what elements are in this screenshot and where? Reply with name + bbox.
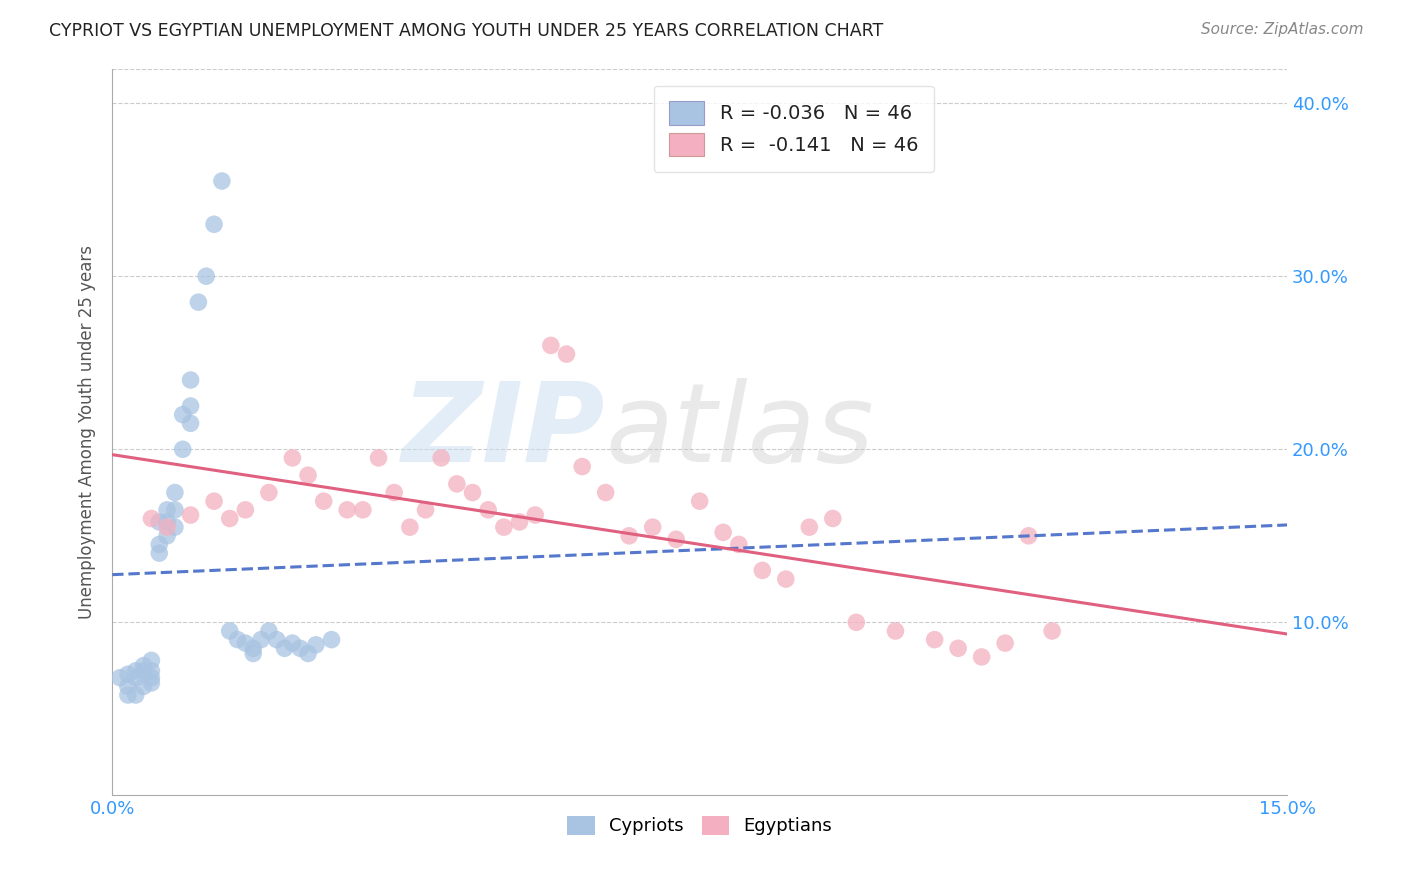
Text: ZIP: ZIP: [402, 378, 606, 485]
Point: [415, 503, 437, 517]
Point: [641, 520, 664, 534]
Text: atlas: atlas: [606, 378, 875, 485]
Point: [689, 494, 711, 508]
Point: [125, 688, 148, 702]
Point: [297, 647, 319, 661]
Point: [132, 664, 155, 678]
Point: [617, 529, 640, 543]
Point: [540, 338, 562, 352]
Point: [994, 636, 1017, 650]
Point: [799, 520, 821, 534]
Point: [775, 572, 797, 586]
Point: [180, 373, 202, 387]
Point: [172, 442, 194, 457]
Point: [117, 667, 139, 681]
Point: [163, 520, 186, 534]
Point: [250, 632, 273, 647]
Point: [172, 408, 194, 422]
Point: [195, 269, 218, 284]
Point: [148, 515, 170, 529]
Point: [187, 295, 209, 310]
Point: [430, 450, 453, 465]
Point: [492, 520, 515, 534]
Point: [595, 485, 617, 500]
Point: [117, 688, 139, 702]
Point: [845, 615, 868, 630]
Point: [156, 520, 179, 534]
Point: [711, 525, 734, 540]
Point: [242, 647, 264, 661]
Point: [571, 459, 593, 474]
Y-axis label: Unemployment Among Youth under 25 years: Unemployment Among Youth under 25 years: [79, 245, 96, 619]
Point: [163, 485, 186, 500]
Point: [218, 624, 240, 638]
Point: [141, 653, 163, 667]
Point: [257, 624, 280, 638]
Point: [727, 537, 749, 551]
Point: [1040, 624, 1063, 638]
Point: [132, 658, 155, 673]
Point: [180, 417, 202, 431]
Point: [281, 636, 304, 650]
Point: [281, 450, 304, 465]
Point: [946, 641, 969, 656]
Point: [125, 671, 148, 685]
Point: [148, 537, 170, 551]
Point: [235, 636, 257, 650]
Point: [970, 649, 993, 664]
Point: [148, 546, 170, 560]
Point: [555, 347, 578, 361]
Point: [141, 664, 163, 678]
Text: Source: ZipAtlas.com: Source: ZipAtlas.com: [1201, 22, 1364, 37]
Point: [141, 676, 163, 690]
Point: [461, 485, 484, 500]
Point: [257, 485, 280, 500]
Point: [477, 503, 499, 517]
Point: [211, 174, 233, 188]
Point: [321, 632, 343, 647]
Point: [524, 508, 547, 522]
Point: [156, 503, 179, 517]
Point: [117, 679, 139, 693]
Point: [235, 503, 257, 517]
Point: [821, 511, 844, 525]
Point: [336, 503, 359, 517]
Point: [399, 520, 422, 534]
Point: [352, 503, 374, 517]
Point: [180, 508, 202, 522]
Point: [446, 476, 468, 491]
Point: [266, 632, 288, 647]
Point: [665, 533, 688, 547]
Point: [242, 641, 264, 656]
Point: [884, 624, 907, 638]
Point: [202, 494, 225, 508]
Point: [509, 515, 531, 529]
Point: [297, 468, 319, 483]
Point: [202, 217, 225, 231]
Point: [141, 511, 163, 525]
Point: [305, 638, 328, 652]
Point: [180, 399, 202, 413]
Point: [163, 503, 186, 517]
Point: [367, 450, 389, 465]
Point: [132, 679, 155, 693]
Point: [1018, 529, 1040, 543]
Point: [125, 664, 148, 678]
Text: CYPRIOT VS EGYPTIAN UNEMPLOYMENT AMONG YOUTH UNDER 25 YEARS CORRELATION CHART: CYPRIOT VS EGYPTIAN UNEMPLOYMENT AMONG Y…: [49, 22, 883, 40]
Point: [108, 671, 131, 685]
Point: [290, 641, 312, 656]
Point: [226, 632, 249, 647]
Point: [273, 641, 295, 656]
Point: [312, 494, 335, 508]
Point: [156, 515, 179, 529]
Point: [218, 511, 240, 525]
Point: [751, 563, 773, 577]
Legend: Cypriots, Egyptians: Cypriots, Egyptians: [558, 807, 841, 845]
Point: [382, 485, 405, 500]
Point: [141, 671, 163, 685]
Point: [924, 632, 946, 647]
Point: [156, 529, 179, 543]
